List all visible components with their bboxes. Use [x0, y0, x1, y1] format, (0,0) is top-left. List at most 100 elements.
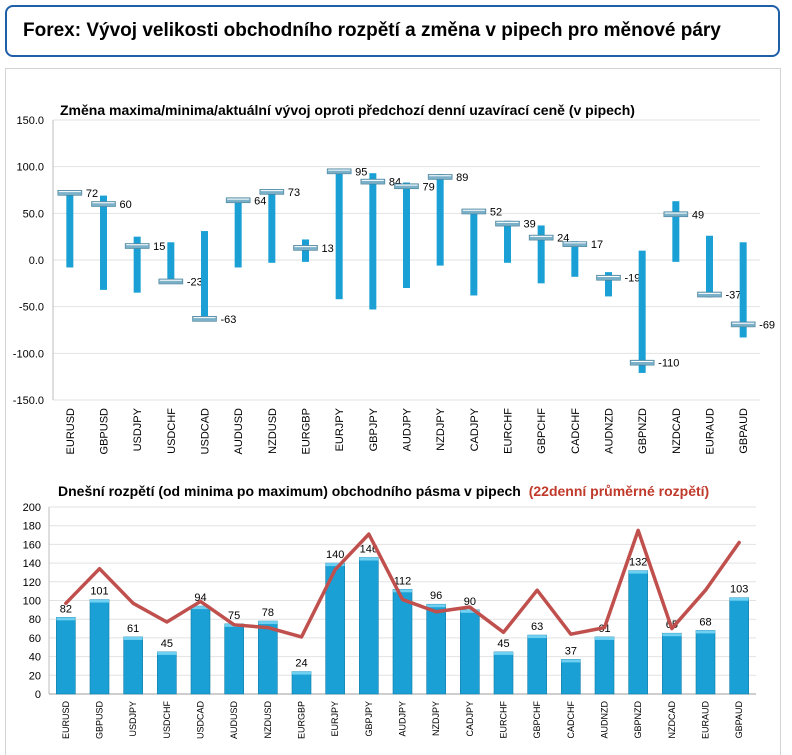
chart1-range-bar [369, 173, 377, 310]
chart2-bar-top-highlight [460, 609, 480, 613]
chart1-data-label: 60 [120, 199, 132, 211]
chart1-close-marker [427, 174, 453, 180]
chart1-x-tick-label: AUDUSD [233, 408, 245, 455]
chart2-x-tick-label: NZDJPY [431, 701, 441, 736]
chart2-bar-top-highlight [561, 659, 581, 663]
chart1-close-marker [192, 315, 217, 322]
chart2-bar [628, 570, 648, 695]
chart1-close-marker [394, 183, 419, 190]
chart2-x-tick-label: CADCHF [566, 700, 576, 738]
chart1-data-label: 64 [254, 195, 266, 207]
chart2-bar-top-highlight [595, 636, 614, 640]
chart2-data-label: 112 [394, 575, 412, 587]
chart2-bar [224, 623, 244, 695]
chart2-bar [695, 630, 716, 695]
chart2-bar-top-highlight [628, 570, 648, 574]
chart1-range-bar [739, 242, 747, 338]
page-title: Forex: Vývoj velikosti obchodního rozpět… [23, 20, 721, 41]
chart1-range-bar [571, 241, 579, 277]
chart1-range-bar [672, 201, 680, 262]
chart2-average-line [64, 528, 741, 639]
chart1-close-marker [596, 274, 621, 281]
chart2-data-label: 45 [497, 638, 509, 650]
chart2-bar [662, 632, 682, 695]
chart1-x-tick-label: CADJPY [469, 407, 481, 451]
chart1-close-marker [730, 321, 756, 328]
chart1-x-tick-label: CADCHF [570, 408, 582, 454]
chart2-data-label: 63 [531, 621, 543, 633]
chart2-data-label: 78 [262, 607, 274, 619]
chart1-x-tick-label: AUDNZD [604, 408, 616, 454]
chart1-data-label: -63 [221, 314, 237, 326]
chart2-x-tick-label: NZDCAD [667, 701, 677, 739]
chart1-range-bar [201, 231, 208, 319]
chart2-x-tick-label: CADJPY [465, 701, 475, 737]
chart1-close-marker [293, 245, 318, 251]
chart2-bar-top-highlight [191, 606, 210, 610]
chart1-close-marker [158, 278, 184, 285]
chart1-x-tick-label: AUDJPY [402, 407, 414, 451]
chart2-x-tick-label: AUDNZD [600, 701, 610, 739]
chart2-bar-top-highlight [494, 651, 513, 655]
chart1-y-tick-label: -150.0 [13, 395, 44, 407]
chart1-x-tick-label: NZDUSD [267, 408, 279, 454]
chart1-data-label: 17 [591, 239, 603, 251]
chart1-x-tick-label: EURUSD [65, 408, 77, 455]
chart1-title: Změna maxima/minima/aktuální vývoj oprot… [60, 102, 635, 118]
chart1-x-tick-label: EURGBP [301, 408, 313, 454]
chart2-bar-top-highlight [56, 617, 76, 621]
chart1-data-label: -23 [187, 276, 203, 288]
chart2-bar-top-highlight [123, 636, 143, 640]
chart1-x-tick-label: GBPNZD [637, 408, 649, 454]
chart2-bar-top-highlight [325, 563, 345, 567]
chart1-x-tick-label: EURCHF [503, 408, 515, 454]
chart2-x-tick-label: USDJPY [128, 701, 138, 737]
chart1-x-tick-label: USDJPY [132, 407, 144, 451]
chart1-x-tick-label: GBPUSD [99, 408, 111, 455]
chart2-title: Dnešní rozpětí (od minima po maximum) ob… [58, 483, 709, 499]
chart2-data-label: 132 [629, 557, 647, 569]
chart2-bar [56, 617, 76, 695]
chart2-data-label: 101 [90, 586, 108, 598]
chart1-data-label: 73 [288, 187, 300, 199]
chart2-x-tick-label: AUDJPY [398, 701, 408, 737]
chart1-close-marker [697, 291, 722, 298]
chart2-data-label: 82 [60, 603, 72, 615]
chart1-y-tick-label: -50.0 [19, 302, 44, 314]
chart1-range-bar [133, 236, 141, 293]
chart2-bar-top-highlight [527, 635, 547, 639]
header-box: Forex: Vývoj velikosti obchodního rozpět… [5, 5, 780, 57]
chart2-x-tick-label: GBPJPY [364, 701, 374, 737]
chart1-x-tick-label: GBPAUD [738, 408, 750, 454]
chart1-range-bar [403, 182, 410, 288]
chart2-bar [561, 659, 581, 695]
chart1-range-bar [100, 195, 107, 290]
chart2-data-label: 90 [464, 596, 476, 608]
chart1-close-marker [91, 201, 116, 207]
chart1-range-bar [706, 235, 713, 298]
chart1-data-label: -110 [658, 358, 679, 370]
chart2-bar [594, 636, 615, 695]
chart2-y-tick-label: 40 [29, 652, 41, 664]
chart2-y-tick-label: 180 [23, 521, 41, 533]
chart1-range-bar [335, 168, 343, 300]
chart1-y-tick-label: 50.0 [23, 208, 44, 220]
chart2-data-label: 37 [565, 645, 577, 657]
chart1-range-bar [470, 210, 478, 296]
chart1-close-marker [562, 241, 588, 247]
chart2-bar [123, 636, 143, 695]
chart2-bar-top-highlight [393, 589, 412, 593]
chart2-y-tick-label: 20 [29, 670, 41, 682]
chart1-data-label: -19 [625, 273, 641, 285]
chart2-x-tick-label: AUDUSD [229, 701, 239, 740]
chart2-bar [493, 651, 514, 695]
chart1-data-label: 39 [524, 219, 536, 231]
chart1-data-label: 49 [692, 209, 704, 221]
chart1-x-tick-label: EURAUD [705, 408, 717, 455]
chart2-x-tick-label: GBPCHF [532, 701, 542, 739]
chart2-bar [157, 651, 177, 695]
chart1-data-label: -37 [726, 290, 742, 302]
chart1-data-label: 72 [86, 188, 98, 200]
chart1-x-tick-label: USDCAD [200, 408, 212, 455]
chart1-close-marker [57, 190, 83, 196]
